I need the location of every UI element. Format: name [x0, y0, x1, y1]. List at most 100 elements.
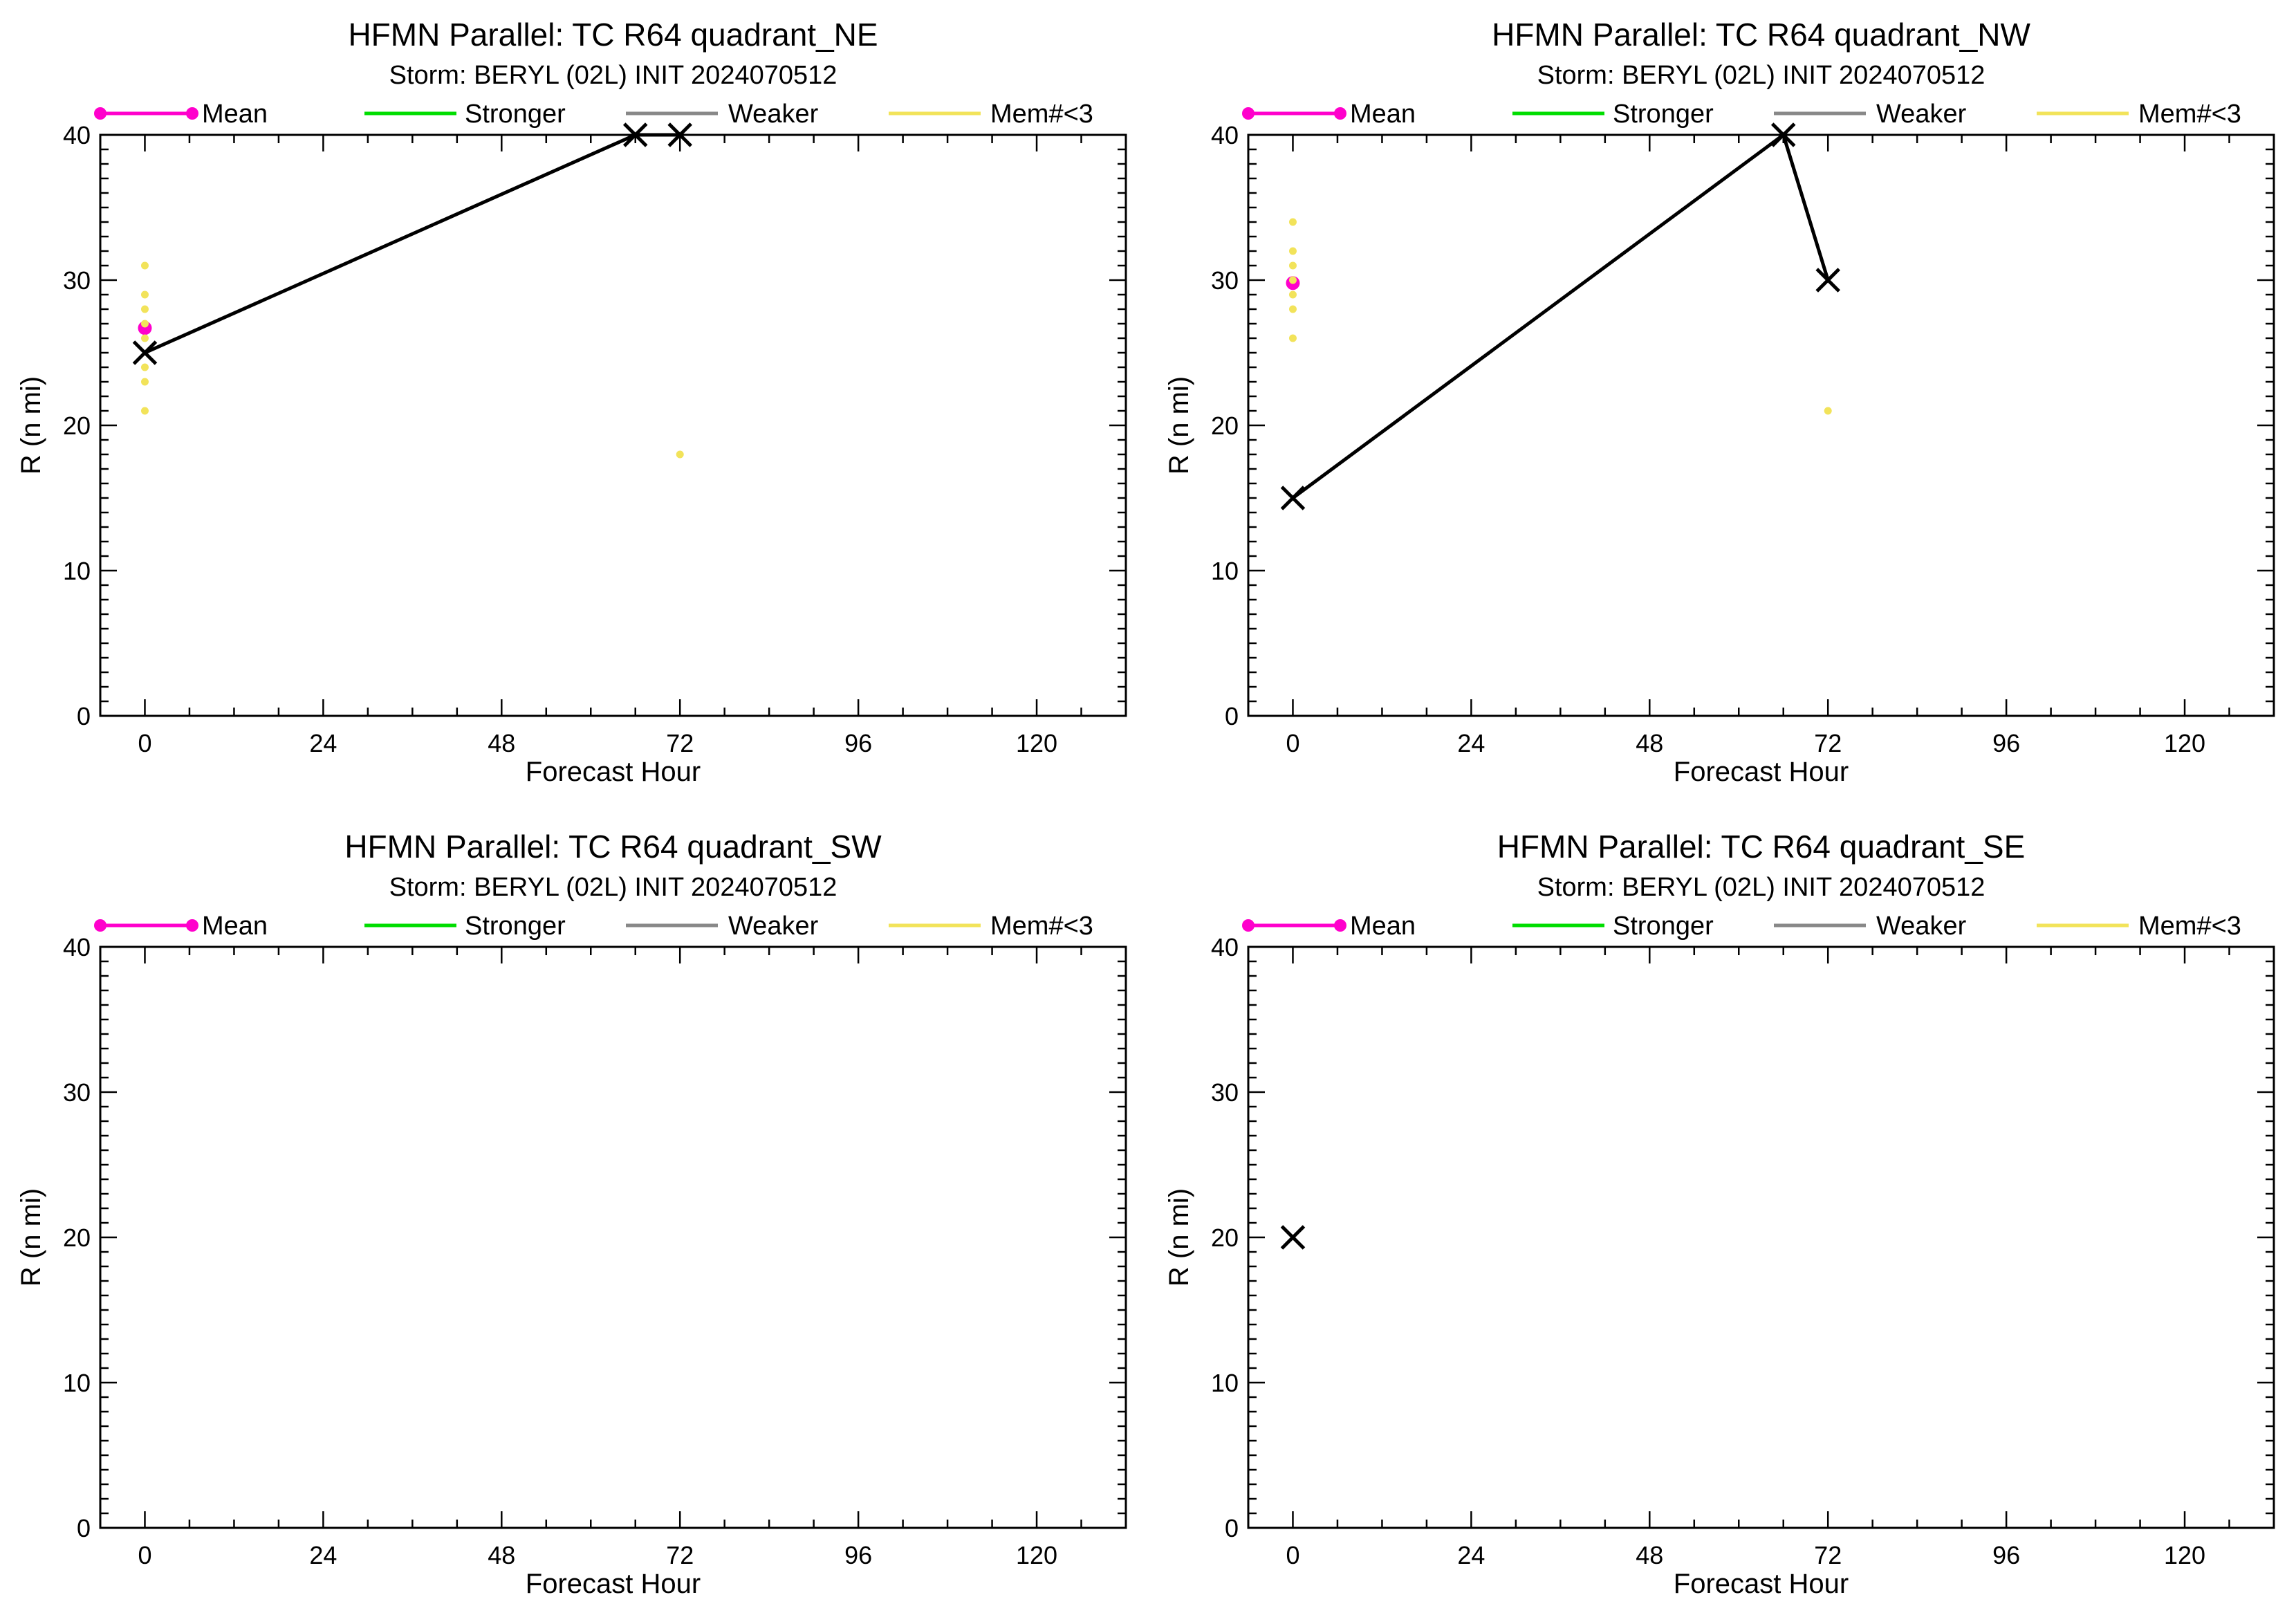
y-axis-title: R (n mi)	[16, 1188, 46, 1286]
x-tick-label: 96	[1992, 729, 2020, 757]
y-axis-title: R (n mi)	[1164, 1188, 1194, 1286]
legend-mean-marker	[186, 107, 198, 120]
series	[1280, 1225, 1306, 1250]
y-tick-label: 20	[1211, 1224, 1239, 1252]
y-tick-label: 20	[63, 412, 91, 440]
best-track-marker	[1280, 1225, 1306, 1250]
x-axis-title: Forecast Hour	[1674, 1569, 1849, 1599]
member-point	[140, 305, 149, 313]
legend-members-label: Mem#<3	[2138, 100, 2241, 129]
member-point	[1288, 261, 1297, 270]
x-tick-label: 72	[1814, 1541, 1842, 1569]
legend: Mean Stronger Weaker Mem#<3	[94, 912, 1093, 941]
legend-weaker-label: Weaker	[1876, 912, 1967, 941]
x-tick-label: 24	[309, 1541, 337, 1569]
chart-subtitle: Storm: BERYL (02L) INIT 2024070512	[1537, 61, 1985, 90]
x-tick-label: 0	[138, 729, 151, 757]
x-tick-label: 24	[1457, 729, 1485, 757]
series	[1288, 218, 1832, 415]
legend-mean-marker	[1334, 107, 1346, 120]
best-track-line	[144, 133, 681, 355]
best-track-line	[1291, 131, 1830, 500]
legend-mean-marker	[94, 107, 107, 120]
series	[140, 261, 684, 459]
legend: Mean Stronger Weaker Mem#<3	[94, 100, 1093, 129]
plot-frame	[1247, 945, 2275, 1529]
member-point	[140, 261, 149, 270]
x-tick-label: 96	[1992, 1541, 2020, 1569]
x-tick-label: 72	[666, 1541, 694, 1569]
member-point	[140, 363, 149, 371]
y-tick-label: 40	[1211, 121, 1239, 149]
x-tick-label: 48	[1636, 1541, 1663, 1569]
best-track-marker	[622, 122, 648, 147]
y-tick-label: 30	[1211, 266, 1239, 295]
plot-frame	[99, 945, 1127, 1529]
legend-mean-marker	[1242, 107, 1255, 120]
member-point	[1288, 334, 1297, 342]
chart-title: HFMN Parallel: TC R64 quadrant_NE	[348, 17, 878, 53]
best-track-marker	[132, 340, 158, 365]
y-tick-label: 10	[63, 1369, 91, 1397]
y-tick-label: 20	[1211, 412, 1239, 440]
y-tick-label: 40	[63, 933, 91, 961]
x-axis-title: Forecast Hour	[526, 757, 701, 787]
member-point	[1288, 276, 1297, 284]
y-tick-label: 20	[63, 1224, 91, 1252]
chart-panel: HFMN Parallel: TC R64 quadrant_SE Storm: …	[1148, 812, 2296, 1624]
legend-mean-marker	[1242, 919, 1255, 932]
legend-mean-label: Mean	[202, 912, 268, 941]
chart-svg: HFMN Parallel: TC R64 quadrant_SW Storm: …	[16, 829, 1127, 1599]
legend-members-label: Mem#<3	[990, 100, 1093, 129]
x-tick-label: 0	[1286, 729, 1299, 757]
chart-panel: HFMN Parallel: TC R64 quadrant_NW Storm: …	[1148, 0, 2296, 812]
y-tick-label: 0	[1225, 1514, 1239, 1542]
member-point	[140, 378, 149, 386]
x-tick-label: 72	[1814, 729, 1842, 757]
legend-weaker-label: Weaker	[728, 912, 819, 941]
best-track-marker	[1815, 268, 1840, 293]
x-tick-label: 120	[1016, 729, 1057, 757]
legend-mean-label: Mean	[1350, 100, 1416, 129]
legend-weaker-label: Weaker	[1876, 100, 1967, 129]
legend-members-label: Mem#<3	[2138, 912, 2241, 941]
chart-title: HFMN Parallel: TC R64 quadrant_NW	[1492, 17, 2030, 53]
x-tick-label: 72	[666, 729, 694, 757]
legend-mean-label: Mean	[1350, 912, 1416, 941]
x-tick-label: 48	[488, 1541, 515, 1569]
chart-subtitle: Storm: BERYL (02L) INIT 2024070512	[1537, 873, 1985, 902]
legend-weaker-label: Weaker	[728, 100, 819, 129]
legend-mean-label: Mean	[202, 100, 268, 129]
plot-frame	[99, 133, 1127, 717]
member-point	[1288, 305, 1297, 313]
legend-stronger-label: Stronger	[465, 912, 566, 941]
x-axis-title: Forecast Hour	[1674, 757, 1849, 787]
plot-frame	[1247, 133, 2275, 717]
chart-panel: HFMN Parallel: TC R64 quadrant_SW Storm: …	[0, 812, 1148, 1624]
member-point	[1824, 407, 1832, 415]
member-point	[140, 290, 149, 299]
x-tick-label: 120	[1016, 1541, 1057, 1569]
chart-subtitle: Storm: BERYL (02L) INIT 2024070512	[389, 873, 837, 902]
y-tick-label: 10	[1211, 1369, 1239, 1397]
y-tick-label: 40	[63, 121, 91, 149]
member-point	[140, 320, 149, 328]
legend-members-label: Mem#<3	[990, 912, 1093, 941]
chart-panel: HFMN Parallel: TC R64 quadrant_NE Storm: …	[0, 0, 1148, 812]
chart-title: HFMN Parallel: TC R64 quadrant_SE	[1497, 829, 2026, 865]
x-tick-label: 120	[2164, 1541, 2205, 1569]
x-tick-label: 48	[1636, 729, 1663, 757]
legend-mean-marker	[1334, 919, 1346, 932]
chart-title: HFMN Parallel: TC R64 quadrant_SW	[344, 829, 882, 865]
y-axis-title: R (n mi)	[16, 376, 46, 474]
legend-stronger-label: Stronger	[1613, 100, 1714, 129]
best-track-marker	[1280, 486, 1306, 510]
chart-svg: HFMN Parallel: TC R64 quadrant_NE Storm: …	[16, 17, 1127, 787]
y-tick-label: 10	[1211, 557, 1239, 585]
x-axis-title: Forecast Hour	[526, 1569, 701, 1599]
legend-mean-marker	[94, 919, 107, 932]
x-tick-label: 48	[488, 729, 515, 757]
chart-svg: HFMN Parallel: TC R64 quadrant_NW Storm: …	[1164, 17, 2275, 787]
x-tick-label: 0	[1286, 1541, 1299, 1569]
